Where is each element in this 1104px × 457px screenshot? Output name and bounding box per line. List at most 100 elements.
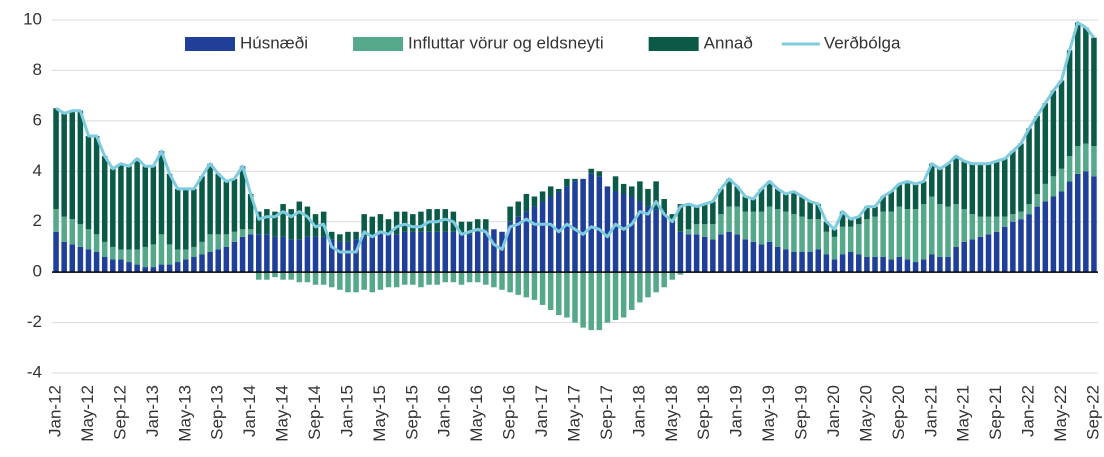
bar (669, 272, 676, 280)
bar (872, 257, 878, 273)
bar (880, 211, 886, 258)
bar (1026, 128, 1032, 205)
bar (1042, 103, 1049, 184)
bar (945, 163, 951, 207)
x-tick-label: May-22 (1051, 385, 1070, 442)
bar (77, 246, 84, 273)
x-tick-label: Jan-19 (727, 385, 746, 437)
bar (1034, 193, 1040, 207)
bar (523, 193, 530, 212)
bar (369, 216, 376, 237)
bar (912, 209, 919, 263)
bar (126, 262, 132, 273)
y-tick-label: 0 (33, 262, 42, 281)
bar (53, 108, 59, 210)
bar (61, 113, 67, 217)
bar (69, 110, 76, 220)
legend-swatch (353, 37, 404, 51)
y-tick-label: 2 (33, 211, 42, 230)
bar (645, 188, 651, 207)
bar (304, 272, 311, 283)
bar (110, 259, 116, 273)
bar (361, 214, 367, 237)
legend-label: Annað (704, 33, 753, 52)
bar (774, 246, 781, 273)
bar (945, 257, 951, 273)
bar (401, 211, 408, 232)
bar (547, 196, 554, 273)
bar (1066, 156, 1073, 182)
bar (1001, 216, 1008, 227)
bar (150, 267, 157, 273)
bar (393, 211, 400, 235)
bar (864, 219, 870, 258)
bar (539, 191, 546, 202)
bar (345, 231, 351, 242)
bar (929, 254, 935, 273)
bar (953, 156, 959, 205)
bar (580, 178, 586, 273)
bar (693, 224, 700, 235)
bar (215, 173, 221, 235)
bar (677, 204, 684, 232)
bar (807, 219, 813, 252)
bar (685, 204, 692, 230)
bar (839, 226, 846, 255)
bar (1083, 143, 1089, 172)
bar (523, 211, 530, 273)
bar (1074, 22, 1081, 147)
bar (93, 135, 100, 235)
bar (515, 201, 521, 217)
bar (564, 178, 570, 187)
bar (1042, 201, 1049, 273)
bar (126, 249, 132, 263)
bar (1091, 176, 1097, 273)
bar (328, 231, 335, 240)
bar (231, 178, 238, 232)
bar (158, 264, 165, 273)
bar (872, 216, 878, 258)
bar (353, 239, 359, 273)
bar (256, 272, 262, 280)
bar (1010, 221, 1016, 273)
bar (288, 209, 294, 240)
bar (118, 163, 124, 250)
bar (961, 161, 967, 210)
bar (515, 272, 521, 295)
bar (896, 183, 903, 207)
bar (920, 259, 927, 273)
bar (880, 257, 886, 273)
bar (799, 216, 805, 252)
bar (361, 272, 367, 290)
bar (556, 272, 562, 316)
bar (993, 161, 1000, 217)
bar (1074, 173, 1081, 273)
bar (385, 219, 392, 235)
bar (191, 246, 197, 258)
bar (766, 241, 773, 273)
bar (953, 204, 959, 247)
bar (539, 201, 546, 273)
bar (377, 272, 384, 290)
bar (839, 254, 846, 273)
bar (369, 236, 376, 273)
bar (993, 216, 1000, 232)
bar (629, 196, 635, 273)
bar (807, 251, 813, 273)
line (55, 21, 1096, 254)
bar (491, 272, 497, 288)
bar (442, 231, 449, 273)
legend-swatch (185, 37, 235, 51)
bar (693, 206, 700, 225)
bar (183, 188, 189, 250)
bar (1050, 196, 1057, 273)
bar (85, 229, 92, 250)
bar (766, 181, 773, 207)
bar (1083, 171, 1089, 273)
bar (758, 188, 765, 212)
bar (458, 234, 465, 273)
y-tick-label: -4 (27, 362, 42, 381)
bar (620, 183, 627, 194)
bar (507, 272, 513, 293)
